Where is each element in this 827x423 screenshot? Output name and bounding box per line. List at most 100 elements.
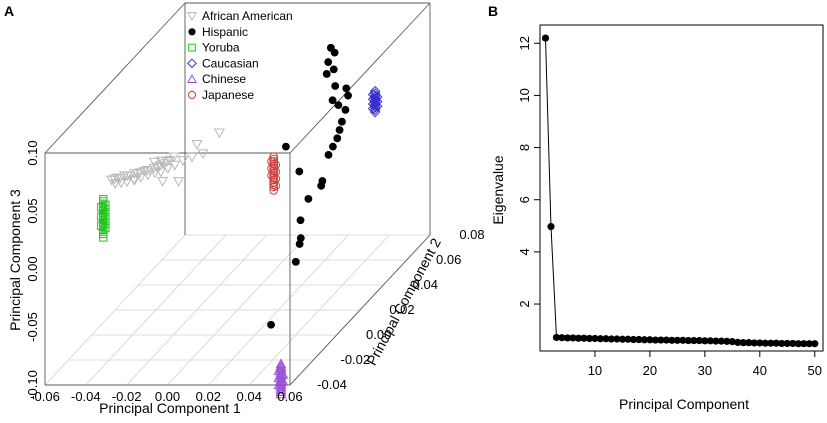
point-chinese xyxy=(275,383,287,394)
point-japanese xyxy=(269,182,279,192)
point-japanese xyxy=(269,154,279,164)
point-japanese xyxy=(269,159,279,169)
eigenvalue-point xyxy=(811,340,819,348)
eigenvalue-point xyxy=(717,337,725,345)
x-tick-label: -0.06 xyxy=(30,389,60,404)
x-tick-label: 0.04 xyxy=(237,389,262,404)
point-yoruba xyxy=(97,212,106,221)
point-african-american xyxy=(151,162,163,173)
point-hispanic xyxy=(295,167,304,176)
x-tick-label: 30 xyxy=(698,363,712,378)
eigenvalue-point xyxy=(800,340,808,348)
eigenvalue-point xyxy=(651,336,659,344)
legend-label-chinese: Chinese xyxy=(202,72,246,86)
eigenvalue-point xyxy=(618,335,627,343)
x-tick-label: 0.00 xyxy=(155,389,180,404)
point-hispanic xyxy=(334,101,343,110)
legend-marker-hispanic xyxy=(188,28,196,36)
eigenvalue-point xyxy=(563,334,572,342)
panel-b-scree-plot: B 10 20 30 40 50 2 4 6 8 10 12 Principal Componen… xyxy=(488,3,824,412)
point-hispanic xyxy=(328,142,337,151)
legend-entry-yoruba: Yoruba xyxy=(188,41,240,55)
eigenvalue-points xyxy=(541,34,819,348)
eigenvalue-point xyxy=(596,335,605,343)
point-japanese xyxy=(271,181,281,191)
point-yoruba xyxy=(97,203,106,212)
legend-entry-japanese: Japanese xyxy=(187,88,254,102)
eigenvalue-point xyxy=(767,339,775,347)
point-chinese xyxy=(277,368,289,379)
x-axis-title: Principal Component xyxy=(619,396,749,412)
point-hispanic xyxy=(324,58,333,66)
y-tick-label: 10 xyxy=(517,88,532,102)
point-chinese xyxy=(273,365,285,376)
point-hispanic xyxy=(267,320,275,329)
point-japanese xyxy=(269,166,279,176)
eigenvalue-point xyxy=(668,336,676,344)
legend-marker-caucasian xyxy=(187,58,197,69)
point-african-american xyxy=(129,176,140,186)
point-hispanic xyxy=(291,257,300,266)
point-japanese xyxy=(269,161,279,171)
eigenvalue-point xyxy=(728,338,736,346)
point-african-american xyxy=(121,177,133,188)
point-caucasian xyxy=(371,96,383,107)
x-axis-title: Principal Component 1 xyxy=(99,400,241,416)
point-hispanic xyxy=(282,142,290,151)
point-hispanic xyxy=(328,96,337,105)
z-tick-label: 0.06 xyxy=(436,252,461,267)
point-hispanic xyxy=(317,181,326,190)
x-tick-label: 50 xyxy=(808,363,822,378)
z-tick-label: 0.04 xyxy=(413,277,438,292)
point-hispanic xyxy=(296,234,305,242)
point-hispanic xyxy=(342,84,351,93)
point-african-american xyxy=(169,160,181,171)
point-african-american xyxy=(173,177,185,187)
point-caucasian xyxy=(371,100,383,112)
point-african-american xyxy=(109,179,121,190)
bounding-box xyxy=(44,2,431,386)
eigenvalue-point xyxy=(723,337,731,345)
point-chinese xyxy=(275,381,287,392)
eigenvalue-point xyxy=(624,335,632,343)
eigenvalue-point xyxy=(580,334,588,342)
point-chinese xyxy=(273,372,285,383)
point-japanese xyxy=(271,160,281,170)
scatter-points xyxy=(97,43,383,399)
series-african-american xyxy=(106,128,225,190)
eigenvalue-point xyxy=(635,335,643,344)
eigenvalue-point xyxy=(547,222,555,231)
eigenvalue-point xyxy=(585,334,594,343)
point-african-american xyxy=(142,170,154,181)
point-yoruba xyxy=(99,233,108,242)
legend-label-african-american: African American xyxy=(202,9,293,23)
eigenvalue-point xyxy=(783,339,791,348)
y-tick-label: 12 xyxy=(517,36,532,50)
eigenvalue-point xyxy=(734,338,742,346)
x-tick-label: 0.02 xyxy=(196,389,221,404)
point-african-american xyxy=(155,156,167,167)
legend-label-yoruba: Yoruba xyxy=(202,41,240,55)
y-tick-label: -0.05 xyxy=(25,312,40,342)
point-hispanic xyxy=(335,126,344,134)
eigenvalue-point xyxy=(690,336,698,345)
point-japanese xyxy=(269,175,279,185)
eigenvalue-point xyxy=(701,337,709,345)
point-japanese xyxy=(271,174,281,184)
panel-b-letter: B xyxy=(488,3,498,19)
eigenvalue-point xyxy=(673,336,681,344)
series-yoruba xyxy=(97,194,110,242)
eigenvalue-point xyxy=(739,339,747,347)
eigenvalue-point xyxy=(657,336,665,344)
legend-marker-african-american xyxy=(186,12,198,22)
box-edge xyxy=(289,234,431,386)
series-japanese xyxy=(267,152,281,195)
point-african-american xyxy=(177,156,189,166)
point-japanese xyxy=(271,167,281,177)
point-hispanic xyxy=(324,150,333,159)
x-tick-label: -0.02 xyxy=(112,389,142,404)
point-african-american xyxy=(115,178,127,189)
